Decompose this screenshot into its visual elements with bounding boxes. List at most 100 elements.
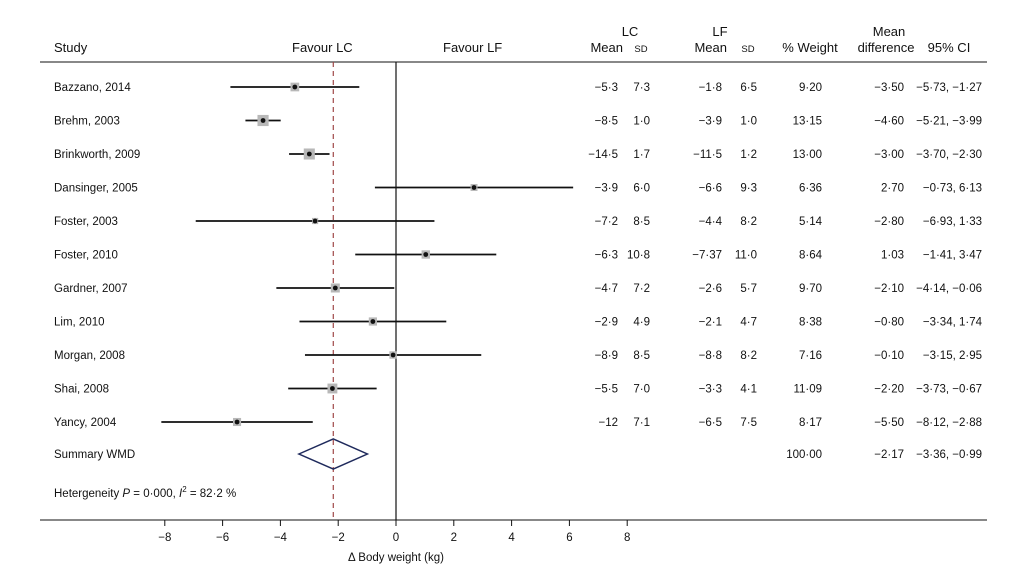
confidence-interval: −1·41, 3·47 — [923, 250, 982, 262]
study-row: Shai, 2008 −5·5 7·0 −3·3 4·1 11·09 −2·20 −3·73,… — [54, 384, 982, 396]
weight: 9·70 — [799, 283, 822, 295]
header-lf-sd: SD — [741, 44, 754, 55]
confidence-interval: −5·73, −1·27 — [916, 82, 982, 94]
header-lc-sd: SD — [634, 44, 647, 55]
summary-ci: −3·36, −0·99 — [916, 449, 982, 461]
study-row: Yancy, 2004 −12 7·1 −6·5 7·5 8·17 −5·50 −8·12, … — [54, 417, 982, 429]
mean-difference: −0·80 — [874, 317, 904, 329]
header-lc-group: LC — [622, 24, 639, 39]
header-lf-group: LF — [712, 24, 727, 39]
lf-sd: 1·2 — [740, 149, 757, 161]
weight: 13·00 — [793, 149, 822, 161]
confidence-interval: −3·73, −0·67 — [916, 384, 982, 396]
weight: 8·38 — [799, 317, 822, 329]
lc-sd: 8·5 — [633, 350, 650, 362]
header-md-top: Mean — [873, 24, 906, 39]
lf-mean: −2·6 — [699, 283, 722, 295]
summary-row: Summary WMD 100·00 −2·17 −3·36, −0·99 — [54, 438, 982, 470]
point-estimate — [330, 386, 335, 391]
lc-mean: −7·2 — [595, 216, 618, 228]
lf-mean: −11·5 — [693, 149, 722, 161]
header-study: Study — [54, 40, 88, 55]
study-name: Yancy, 2004 — [54, 417, 117, 429]
study-row: Gardner, 2007 −4·7 7·2 −2·6 5·7 9·70 −2·10 −4·1… — [54, 283, 982, 295]
study-name: Foster, 2010 — [54, 250, 118, 262]
mean-difference: −5·50 — [874, 417, 904, 429]
study-row: Foster, 2003 −7·2 8·5 −4·4 8·2 5·14 −2·80 −6·93… — [54, 216, 982, 228]
header-ci: 95% CI — [928, 40, 971, 55]
lc-mean: −12 — [598, 417, 618, 429]
confidence-interval: −4·14, −0·06 — [916, 283, 982, 295]
lf-mean: −8·8 — [699, 350, 722, 362]
lf-mean: −6·6 — [699, 183, 722, 195]
lf-sd: 6·5 — [740, 82, 757, 94]
mean-difference: 1·03 — [881, 250, 904, 262]
lc-sd: 8·5 — [633, 216, 650, 228]
x-tick-label: 4 — [508, 532, 515, 544]
study-name: Morgan, 2008 — [54, 350, 125, 362]
lc-mean: −5·3 — [595, 82, 618, 94]
lf-sd: 8·2 — [740, 350, 757, 362]
x-tick-label: −6 — [216, 532, 229, 544]
x-axis-label: Δ Body weight (kg) — [348, 552, 444, 564]
summary-label: Summary WMD — [54, 449, 135, 461]
study-name: Brehm, 2003 — [54, 116, 120, 128]
lf-sd: 11·0 — [735, 250, 757, 262]
lf-mean: −7·37 — [692, 250, 722, 262]
mean-difference: −2·80 — [874, 216, 904, 228]
lc-mean: −8·9 — [595, 350, 618, 362]
point-estimate — [306, 151, 312, 157]
lf-sd: 4·7 — [740, 317, 757, 329]
confidence-interval: −3·70, −2·30 — [916, 149, 982, 161]
point-estimate — [234, 419, 240, 425]
header-md: difference — [858, 40, 915, 55]
mean-difference: −2·10 — [874, 283, 904, 295]
study-row: Lim, 2010 −2·9 4·9 −2·1 4·7 8·38 −0·80 −3·34, 1… — [54, 317, 983, 329]
lc-sd: 10·8 — [627, 250, 650, 262]
table-header: Study Favour LC Favour LF LC LF Mean SD … — [54, 24, 970, 55]
lc-mean: −2·9 — [595, 317, 618, 329]
lc-mean: −4·7 — [595, 283, 618, 295]
x-tick-label: −2 — [332, 532, 345, 544]
lc-mean: −8·5 — [595, 116, 618, 128]
weight: 8·17 — [799, 417, 822, 429]
lf-sd: 7·5 — [740, 417, 757, 429]
summary-weight: 100·00 — [786, 449, 822, 461]
header-lf-mean: Mean — [694, 40, 727, 55]
study-row: Bazzano, 2014 −5·3 7·3 −1·8 6·5 9·20 −3·50 −5·7… — [54, 82, 982, 94]
lf-mean: −1·8 — [699, 82, 722, 94]
study-rows: Bazzano, 2014 −5·3 7·3 −1·8 6·5 9·20 −3·50 −5·7… — [54, 82, 983, 429]
confidence-interval: −0·73, 6·13 — [923, 183, 982, 195]
weight: 13·15 — [793, 116, 822, 128]
study-name: Gardner, 2007 — [54, 283, 128, 295]
weight: 7·16 — [799, 350, 822, 362]
lf-sd: 9·3 — [740, 183, 757, 195]
lc-sd: 1·0 — [633, 116, 650, 128]
lf-sd: 8·2 — [740, 216, 757, 228]
point-estimate — [292, 84, 298, 90]
header-weight: % Weight — [782, 40, 838, 55]
lf-mean: −3·3 — [699, 384, 722, 396]
x-tick-label: 6 — [566, 532, 572, 544]
lc-sd: 7·3 — [633, 82, 650, 94]
weight: 5·14 — [799, 216, 823, 228]
header-favour-lc: Favour LC — [292, 40, 353, 55]
lf-mean: −3·9 — [699, 116, 722, 128]
weight: 11·09 — [793, 384, 822, 396]
lc-sd: 7·0 — [633, 384, 650, 396]
lc-mean: −14·5 — [588, 149, 618, 161]
point-estimate — [332, 285, 338, 291]
lc-sd: 7·1 — [633, 417, 650, 429]
study-name: Foster, 2003 — [54, 216, 118, 228]
mean-difference: −2·20 — [874, 384, 904, 396]
study-name: Bazzano, 2014 — [54, 82, 131, 94]
confidence-interval: −5·21, −3·99 — [916, 116, 982, 128]
lc-sd: 1·7 — [633, 149, 650, 161]
x-tick-label: −8 — [158, 532, 171, 544]
point-estimate — [471, 185, 477, 190]
study-row: Brehm, 2003 −8·5 1·0 −3·9 1·0 13·15 −4·60 −5·21… — [54, 114, 982, 128]
x-tick-label: 2 — [451, 532, 457, 544]
lf-mean: −2·1 — [699, 317, 722, 329]
point-estimate — [370, 319, 376, 324]
